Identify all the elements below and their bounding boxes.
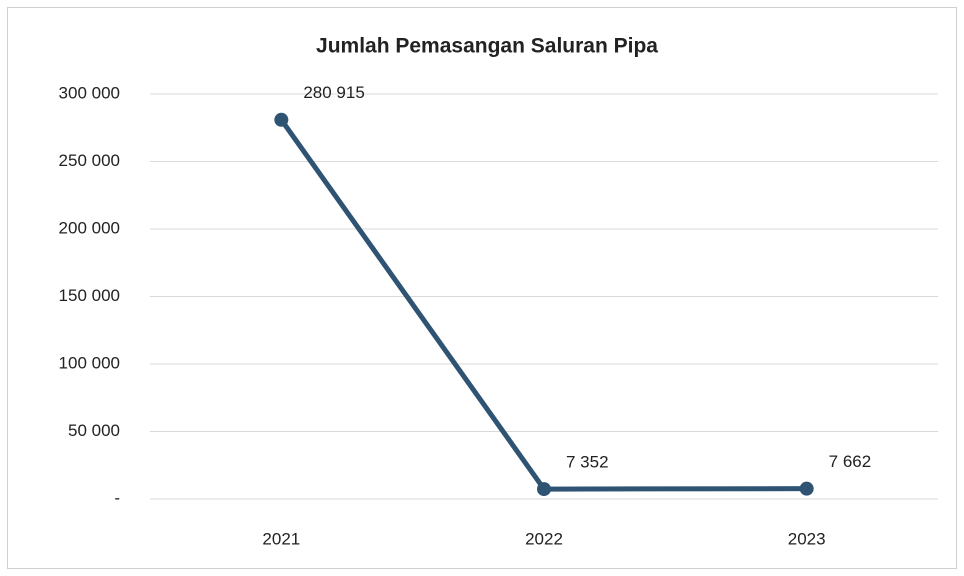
x-tick-label: 2023 — [788, 529, 826, 548]
y-tick-label: - — [114, 488, 120, 507]
data-label: 7 662 — [829, 452, 872, 471]
marker — [799, 481, 814, 496]
x-tick-label: 2021 — [262, 529, 300, 548]
chart-title: Jumlah Pemasangan Saluran Pipa — [316, 35, 658, 58]
chart-border — [7, 7, 957, 569]
marker — [274, 112, 289, 127]
y-tick-label: 250 000 — [59, 151, 120, 170]
y-tick-label: 100 000 — [59, 353, 120, 372]
data-label: 280 915 — [303, 83, 364, 102]
y-tick-label: 200 000 — [59, 218, 120, 237]
y-tick-label: 50 000 — [68, 421, 120, 440]
y-tick-label: 300 000 — [59, 83, 120, 102]
x-tick-label: 2022 — [525, 529, 563, 548]
data-label: 7 352 — [566, 453, 609, 472]
y-tick-label: 150 000 — [59, 286, 120, 305]
marker — [537, 482, 551, 497]
